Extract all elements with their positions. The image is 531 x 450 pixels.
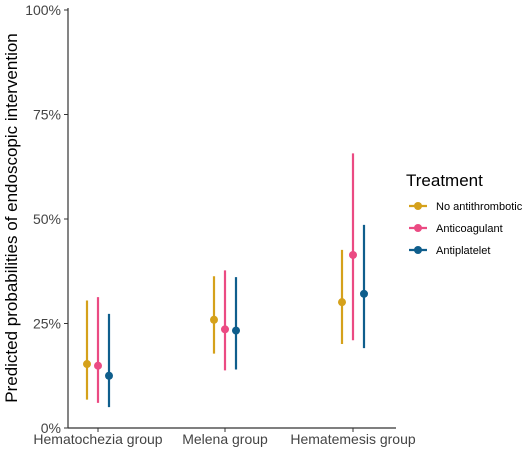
y-tick-label: 0% xyxy=(41,420,61,436)
legend-item-label: Antiplatelet xyxy=(436,245,490,257)
legend-key-point xyxy=(414,246,422,254)
data-point xyxy=(105,371,113,380)
data-point xyxy=(338,298,346,307)
data-point xyxy=(83,360,91,369)
data-point xyxy=(360,289,368,298)
y-axis-title: Predicted probabilities of endoscopic in… xyxy=(2,33,21,403)
y-tick-label: 50% xyxy=(33,211,61,227)
legend-key-point xyxy=(414,202,422,210)
data-point xyxy=(210,315,218,324)
legend: Treatment No antithrombotic Anticoagulant… xyxy=(406,171,523,257)
plot-marks xyxy=(83,153,368,408)
y-tick-label: 25% xyxy=(33,316,61,332)
data-point xyxy=(232,326,240,335)
y-tick-label: 100% xyxy=(25,2,61,18)
data-point xyxy=(349,250,357,259)
legend-key-point xyxy=(414,224,422,232)
legend-title: Treatment xyxy=(406,171,483,190)
y-ticks: 0% 25% 50% 75% 100% xyxy=(25,2,68,436)
x-tick-label: Hematemesis group xyxy=(290,431,415,447)
legend-item-label: No antithrombotic xyxy=(436,201,523,213)
data-point xyxy=(221,325,229,334)
legend-item-label: Anticoagulant xyxy=(436,223,503,235)
y-tick-label: 75% xyxy=(33,107,61,123)
data-point xyxy=(94,361,102,370)
x-ticks: Hematochezia group Melena group Hematemesi… xyxy=(33,428,416,447)
x-tick-label: Melena group xyxy=(182,431,268,447)
x-tick-label: Hematochezia group xyxy=(33,431,162,447)
